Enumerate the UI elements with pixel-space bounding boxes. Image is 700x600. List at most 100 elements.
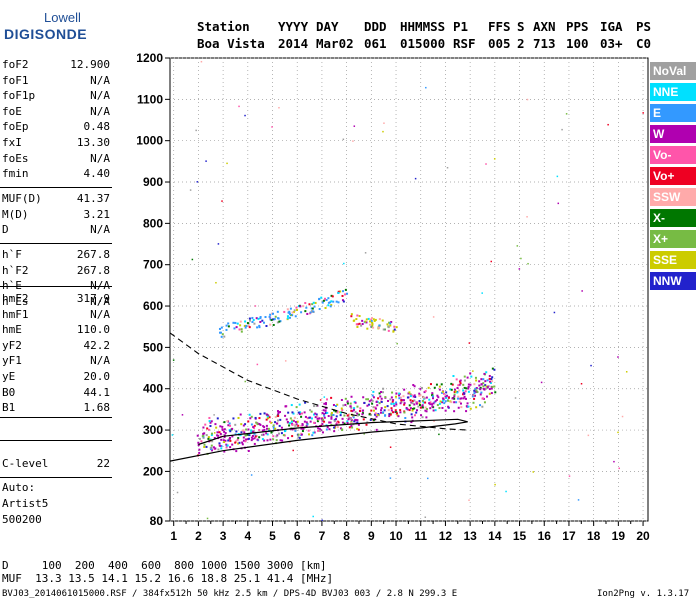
echo-point — [234, 321, 237, 324]
echo-point — [354, 410, 357, 413]
note-line: Auto: — [2, 481, 36, 494]
echo-point — [376, 404, 379, 407]
echo-point — [419, 387, 422, 390]
echo-point — [318, 417, 321, 420]
echo-point — [410, 413, 413, 416]
echo-point — [278, 320, 281, 323]
echo-point — [241, 429, 244, 432]
echo-point — [413, 399, 416, 402]
echo-point — [238, 328, 241, 331]
noise-point — [485, 163, 487, 165]
echo-point — [203, 445, 206, 448]
echo-point — [267, 427, 270, 430]
echo-point — [371, 394, 374, 397]
noise-point — [271, 126, 273, 128]
y-tick-label: 80 — [150, 514, 164, 528]
echo-point — [258, 422, 261, 425]
echo-point — [372, 419, 375, 422]
echo-point — [292, 311, 295, 314]
echo-point — [398, 397, 401, 400]
echo-point — [482, 378, 485, 381]
header-value: 713 — [533, 36, 556, 51]
param-name: h`Es — [2, 294, 29, 308]
echo-point — [484, 380, 487, 383]
echo-point — [327, 297, 330, 300]
echo-point — [221, 333, 224, 336]
echo-point — [285, 418, 288, 421]
echo-point — [261, 319, 264, 322]
echo-point — [261, 429, 264, 432]
echo-point — [269, 318, 272, 321]
header-label: IGA — [600, 19, 623, 34]
echo-point — [248, 317, 251, 320]
echo-point — [245, 428, 248, 431]
noise-point — [364, 252, 367, 254]
echo-point — [387, 409, 390, 412]
echo-point — [465, 397, 468, 400]
echo-point — [253, 322, 256, 325]
echo-point — [237, 437, 240, 440]
echo-point — [296, 308, 299, 311]
echo-point — [479, 404, 482, 407]
echo-point — [317, 427, 320, 430]
noise-point — [446, 166, 449, 169]
noise-point — [195, 129, 197, 132]
echo-point — [381, 319, 384, 322]
echo-point — [494, 391, 497, 394]
noise-point — [414, 177, 417, 180]
echo-point — [386, 323, 389, 326]
echo-point — [378, 324, 381, 327]
echo-point — [225, 324, 228, 327]
echo-point — [384, 414, 387, 417]
noise-point — [468, 342, 471, 344]
param-name: foEs — [2, 151, 29, 165]
echo-point — [325, 299, 328, 302]
noise-point — [568, 475, 571, 477]
echo-point — [272, 438, 275, 441]
echo-point — [395, 411, 398, 414]
header-label: P1 — [453, 19, 469, 34]
echo-point — [301, 423, 304, 426]
echo-point — [221, 429, 224, 432]
x-tick-label: 17 — [562, 529, 576, 543]
echo-point — [321, 419, 324, 422]
echo-point — [381, 411, 384, 414]
noise-point — [284, 360, 287, 362]
plot-frame — [169, 57, 649, 522]
echo-point — [459, 379, 462, 382]
echo-point — [247, 324, 250, 327]
x-tick-label: 8 — [343, 529, 350, 543]
echo-point — [394, 409, 397, 412]
echo-point — [392, 411, 395, 414]
echo-point — [306, 417, 309, 420]
noise-point — [581, 290, 583, 292]
echo-point — [467, 405, 470, 408]
echo-point — [277, 413, 280, 416]
echo-point — [383, 409, 386, 412]
y-tick-label: 600 — [143, 299, 163, 313]
echo-point — [279, 418, 282, 421]
param-row: yF2 42.2 — [2, 339, 110, 355]
echo-point — [403, 403, 406, 406]
echo-point — [428, 398, 431, 401]
echo-point — [268, 416, 271, 419]
header-value: 100 — [566, 36, 589, 51]
echo-point — [322, 418, 325, 421]
echo-point — [446, 394, 449, 397]
echo-point — [227, 424, 230, 427]
echo-point — [341, 417, 344, 420]
param-value: 267.8 — [76, 263, 110, 277]
echo-point — [298, 436, 301, 439]
echo-point — [375, 428, 378, 431]
echo-point — [353, 407, 356, 410]
echo-point — [469, 372, 472, 375]
y-tick-label: 1200 — [136, 51, 163, 65]
echo-point — [351, 426, 354, 429]
echo-point — [347, 418, 350, 421]
echo-point — [250, 439, 253, 442]
echo-point — [251, 437, 254, 440]
noise-point — [514, 397, 517, 399]
echo-point — [263, 321, 266, 324]
echo-point — [206, 427, 209, 430]
echo-point — [243, 324, 246, 327]
